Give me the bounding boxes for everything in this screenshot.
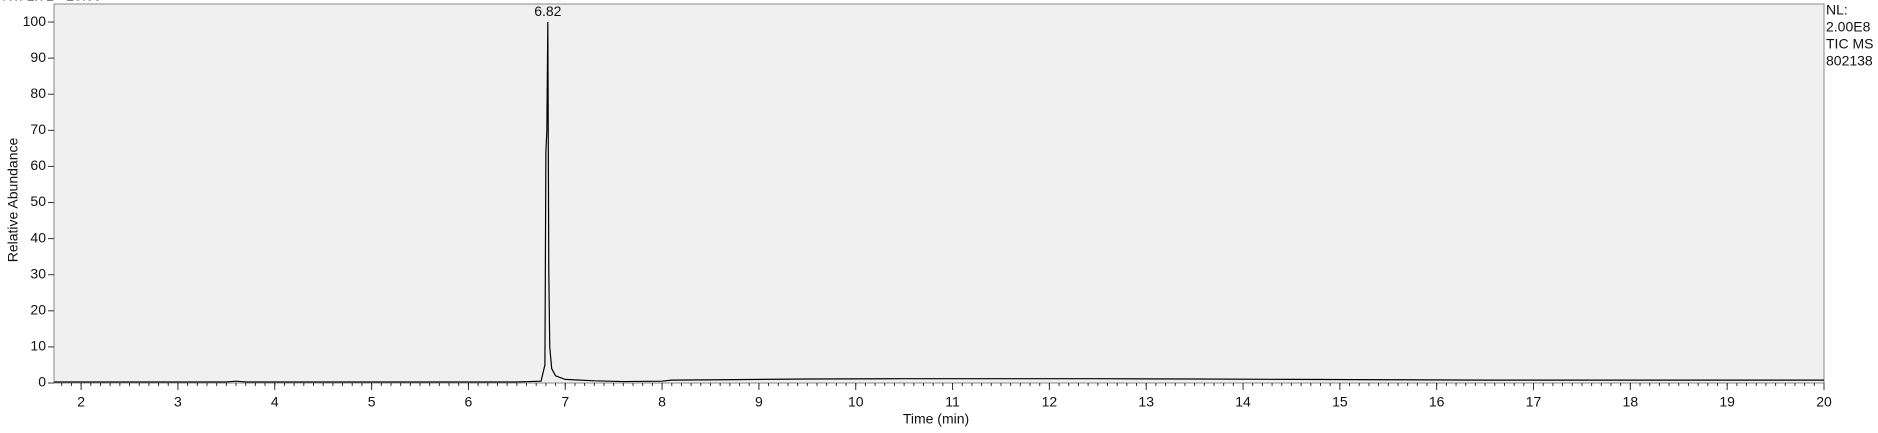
x-tick-label: 6 [465, 394, 473, 410]
x-tick-label: 7 [561, 394, 569, 410]
chart-title: RT: 1.72 - 20.00 [2, 0, 102, 4]
x-tick-label: 19 [1719, 394, 1735, 410]
y-tick-label: 100 [23, 13, 47, 29]
x-tick-label: 10 [848, 394, 864, 410]
info-text: 2.00E8 [1826, 19, 1871, 35]
y-tick-label: 30 [30, 265, 46, 281]
y-tick-label: 10 [30, 338, 46, 354]
x-tick-label: 3 [174, 394, 182, 410]
y-tick-label: 80 [30, 85, 46, 101]
x-tick-label: 15 [1332, 394, 1348, 410]
y-tick-label: 20 [30, 302, 46, 318]
y-axis-title: Relative Abundance [5, 138, 21, 263]
x-tick-label: 5 [368, 394, 376, 410]
y-tick-label: 0 [38, 374, 46, 390]
x-tick-label: 12 [1042, 394, 1058, 410]
x-tick-label: 20 [1816, 394, 1832, 410]
y-tick-label: 70 [30, 121, 46, 137]
plot-area [53, 3, 1825, 384]
x-tick-label: 16 [1429, 394, 1445, 410]
x-tick-label: 14 [1235, 394, 1251, 410]
info-text: 802138 [1826, 53, 1873, 69]
info-text: TIC MS [1826, 36, 1873, 52]
info-text: NL: [1826, 2, 1848, 18]
peak-label: 6.82 [534, 3, 561, 19]
x-tick-label: 13 [1138, 394, 1154, 410]
x-tick-label: 4 [271, 394, 279, 410]
x-tick-label: 9 [755, 394, 763, 410]
x-tick-label: 8 [658, 394, 666, 410]
x-tick-label: 11 [945, 394, 960, 410]
x-tick-label: 17 [1526, 394, 1542, 410]
x-tick-label: 2 [77, 394, 85, 410]
trace [54, 22, 1824, 383]
y-tick-label: 50 [30, 193, 46, 209]
y-tick-label: 60 [30, 157, 46, 173]
y-tick-label: 90 [30, 49, 46, 65]
x-tick-label: 18 [1623, 394, 1639, 410]
y-tick-label: 40 [30, 229, 46, 245]
x-axis-title: Time (min) [903, 411, 969, 427]
